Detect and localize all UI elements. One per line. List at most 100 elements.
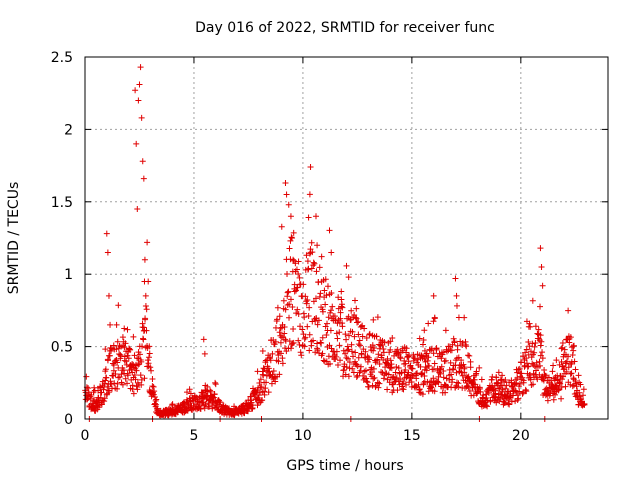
data-point	[342, 371, 349, 378]
data-point	[448, 347, 455, 354]
data-point	[286, 301, 293, 308]
data-point	[392, 369, 399, 376]
data-point	[138, 381, 145, 388]
data-point	[147, 364, 154, 371]
data-point	[563, 336, 570, 343]
data-point	[209, 405, 216, 412]
data-point	[434, 378, 441, 385]
data-point	[105, 292, 112, 299]
data-point	[282, 336, 289, 343]
data-point	[149, 376, 156, 383]
data-point	[152, 400, 159, 407]
data-point	[400, 386, 407, 393]
data-point	[267, 357, 274, 364]
data-point	[153, 396, 160, 403]
data-point	[249, 405, 256, 412]
data-point	[124, 380, 131, 387]
data-point	[151, 388, 158, 395]
data-point	[150, 383, 157, 390]
data-point	[328, 289, 335, 296]
data-point	[124, 372, 131, 379]
data-point	[274, 304, 281, 311]
data-point	[307, 163, 314, 170]
data-point	[467, 358, 474, 365]
data-point	[345, 346, 352, 353]
data-point	[453, 292, 460, 299]
data-points	[82, 64, 588, 422]
data-point	[107, 344, 114, 351]
data-point	[318, 340, 325, 347]
data-point	[407, 362, 414, 369]
data-point	[450, 365, 457, 372]
data-point	[393, 374, 400, 381]
data-point	[535, 326, 542, 333]
data-point	[333, 353, 340, 360]
data-point	[285, 288, 292, 295]
data-point	[425, 354, 432, 361]
data-point	[102, 377, 109, 384]
data-point	[416, 386, 423, 393]
data-point	[408, 378, 415, 385]
data-point	[374, 356, 381, 363]
data-point	[288, 345, 295, 352]
data-point	[327, 307, 334, 314]
data-point	[414, 370, 421, 377]
data-point	[412, 384, 419, 391]
data-point	[321, 287, 328, 294]
data-point	[121, 357, 128, 364]
data-point	[420, 337, 427, 344]
data-point	[135, 361, 142, 368]
data-point	[414, 356, 421, 363]
y-tick-label: 0.5	[51, 340, 73, 356]
data-point	[143, 306, 150, 313]
data-point	[341, 361, 348, 368]
data-point	[121, 325, 128, 332]
x-tick-labels: 0 5 10 15 20	[81, 428, 530, 444]
data-point	[476, 364, 483, 371]
data-point	[266, 354, 273, 361]
data-point	[539, 349, 546, 356]
data-point	[311, 260, 318, 267]
data-point	[85, 385, 92, 392]
data-point	[327, 360, 334, 367]
data-point	[308, 265, 315, 272]
data-point	[387, 346, 394, 353]
data-point	[559, 339, 566, 346]
data-point	[499, 372, 506, 379]
data-point	[405, 353, 412, 360]
data-point	[258, 383, 265, 390]
data-point	[169, 401, 176, 408]
data-point	[335, 294, 342, 301]
data-point	[322, 276, 329, 283]
data-point	[306, 304, 313, 311]
data-point	[558, 395, 565, 402]
data-point	[352, 349, 359, 356]
data-point	[261, 388, 268, 395]
data-point	[563, 368, 570, 375]
data-point	[325, 314, 332, 321]
data-point	[463, 343, 470, 350]
data-point	[104, 249, 111, 256]
data-point	[140, 336, 147, 343]
data-point	[316, 264, 323, 271]
data-point	[292, 260, 299, 267]
data-point	[378, 368, 385, 375]
data-point	[301, 343, 308, 350]
data-point	[320, 357, 327, 364]
data-point	[515, 366, 522, 373]
data-point	[476, 385, 483, 392]
data-point	[122, 340, 129, 347]
data-point	[503, 382, 510, 389]
data-point	[435, 379, 442, 386]
data-point	[370, 316, 377, 323]
data-point	[426, 362, 433, 369]
data-point	[397, 355, 404, 362]
data-point	[402, 360, 409, 367]
data-point	[303, 252, 310, 259]
data-point	[97, 383, 104, 390]
data-point	[110, 361, 117, 368]
data-point	[351, 333, 358, 340]
data-point	[523, 346, 530, 353]
